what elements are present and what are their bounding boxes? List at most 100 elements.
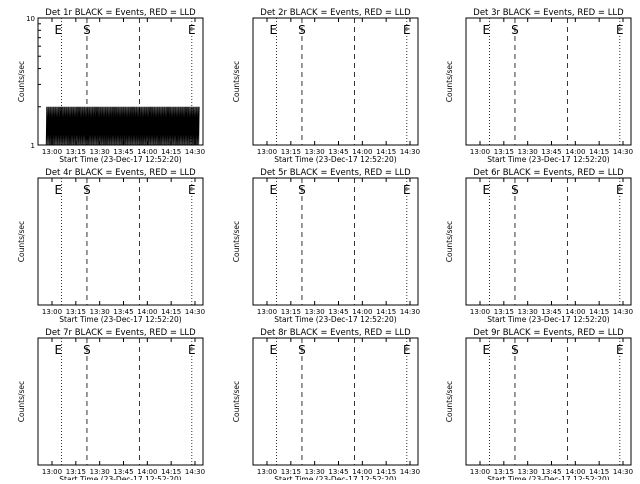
x-tick-label: 14:00 <box>565 308 585 316</box>
phase-marker: S <box>83 183 91 197</box>
x-tick-label: 14:00 <box>137 308 157 316</box>
panel-det-8: Det 8r BLACK = Events, RED = LLD 13:00 13:… <box>232 328 420 484</box>
x-tick-label: 13:00 <box>470 148 490 156</box>
x-tick-label: 13:30 <box>305 468 325 476</box>
phase-marker: E <box>270 183 278 197</box>
phase-marker: E <box>270 343 278 357</box>
phase-marker: E <box>403 23 411 37</box>
phase-marker: E <box>483 183 491 197</box>
x-tick-label: 13:00 <box>257 468 277 476</box>
x-tick-label: 14:00 <box>352 308 372 316</box>
x-tick-label: 14:15 <box>589 308 609 316</box>
x-tick-label: 14:00 <box>352 468 372 476</box>
plot-frame <box>37 337 204 466</box>
phase-marker: E <box>403 343 411 357</box>
x-tick-label: 13:15 <box>281 308 301 316</box>
phase-marker: E <box>616 23 624 37</box>
x-tick-label: 13:00 <box>42 308 62 316</box>
x-tick-label: 13:00 <box>42 468 62 476</box>
x-tick-label: 13:15 <box>281 148 301 156</box>
x-tick-label: 13:30 <box>90 308 110 316</box>
phase-marker: S <box>83 23 91 37</box>
panel-det-7: Det 7r BLACK = Events, RED = LLD 13:00 13:… <box>17 328 205 484</box>
x-tick-label: 13:45 <box>541 468 561 476</box>
x-tick-label: 13:30 <box>305 308 325 316</box>
phase-marker: E <box>188 343 196 357</box>
phase-marker: E <box>616 343 624 357</box>
x-tick-label: 13:30 <box>90 148 110 156</box>
panel-det-4: Det 4r BLACK = Events, RED = LLD 13:00 13:… <box>17 168 205 324</box>
x-axis-label: Start Time (23-Dec-17 12:52:20) <box>274 155 396 164</box>
plot-frame <box>37 177 204 306</box>
x-tick-label: 13:45 <box>328 148 348 156</box>
phase-marker: E <box>616 183 624 197</box>
x-tick-label: 13:30 <box>518 148 538 156</box>
phase-marker: S <box>511 183 519 197</box>
x-tick-label: 13:45 <box>113 308 133 316</box>
panel-det-3: Det 3r BLACK = Events, RED = LLD 13:00 13:… <box>445 8 633 164</box>
y-axis-label: Counts/sec <box>445 381 454 422</box>
x-axis-label: Start Time (23-Dec-17 12:52:20) <box>274 475 396 480</box>
x-tick-label: 13:30 <box>518 468 538 476</box>
x-tick-label: 14:15 <box>161 308 181 316</box>
panel-title: Det 6r BLACK = Events, RED = LLD <box>473 168 624 178</box>
phase-marker: E <box>188 183 196 197</box>
x-tick-label: 14:00 <box>565 468 585 476</box>
x-tick-label: 13:45 <box>541 148 561 156</box>
x-tick-label: 13:45 <box>328 308 348 316</box>
phase-marker: S <box>511 343 519 357</box>
phase-marker: S <box>298 343 306 357</box>
x-tick-label: 14:00 <box>137 468 157 476</box>
panel-title: Det 4r BLACK = Events, RED = LLD <box>45 168 196 178</box>
x-tick-label: 14:15 <box>589 468 609 476</box>
phase-marker: E <box>483 23 491 37</box>
y-axis-label: Counts/sec <box>232 381 241 422</box>
x-tick-label: 14:30 <box>185 148 205 156</box>
x-tick-label: 14:30 <box>400 148 420 156</box>
x-axis-label: Start Time (23-Dec-17 12:52:20) <box>59 315 181 324</box>
x-axis-label: Start Time (23-Dec-17 12:52:20) <box>274 315 396 324</box>
panel-det-9: Det 9r BLACK = Events, RED = LLD 13:00 13:… <box>445 328 633 484</box>
x-tick-label: 14:00 <box>352 148 372 156</box>
x-tick-label: 14:30 <box>613 148 633 156</box>
phase-marker: E <box>483 343 491 357</box>
y-axis-label: Counts/sec <box>445 221 454 262</box>
x-axis-label: Start Time (23-Dec-17 12:52:20) <box>487 155 609 164</box>
panel-det-2: Det 2r BLACK = Events, RED = LLD 13:00 13:… <box>232 8 420 164</box>
panel-title: Det 1r BLACK = Events, RED = LLD <box>45 8 196 18</box>
phase-marker: S <box>511 23 519 37</box>
x-tick-label: 13:15 <box>494 148 514 156</box>
phase-marker: S <box>298 183 306 197</box>
x-axis-label: Start Time (23-Dec-17 12:52:20) <box>59 475 181 480</box>
x-tick-label: 13:00 <box>257 308 277 316</box>
panel-det-6: Det 6r BLACK = Events, RED = LLD 13:00 13:… <box>445 168 633 324</box>
x-tick-label: 13:45 <box>113 148 133 156</box>
phase-marker: S <box>298 23 306 37</box>
plot-frame <box>465 337 632 466</box>
x-tick-label: 13:30 <box>90 468 110 476</box>
x-tick-label: 14:30 <box>400 468 420 476</box>
panel-det-5: Det 5r BLACK = Events, RED = LLD 13:00 13:… <box>232 168 420 324</box>
phase-marker: E <box>55 23 63 37</box>
x-tick-label: 13:15 <box>281 468 301 476</box>
events-trace <box>45 106 200 146</box>
x-tick-label: 14:15 <box>376 468 396 476</box>
x-tick-label: 14:15 <box>161 468 181 476</box>
x-tick-label: 13:15 <box>494 468 514 476</box>
y-tick-label: 10 <box>26 15 35 23</box>
panel-title: Det 2r BLACK = Events, RED = LLD <box>260 8 411 18</box>
x-tick-label: 13:15 <box>66 148 86 156</box>
x-tick-label: 14:30 <box>185 308 205 316</box>
x-tick-label: 13:15 <box>66 468 86 476</box>
panel-title: Det 5r BLACK = Events, RED = LLD <box>260 168 411 178</box>
x-tick-label: 13:00 <box>257 148 277 156</box>
x-tick-label: 14:30 <box>185 468 205 476</box>
y-axis-label: Counts/sec <box>17 61 26 102</box>
x-tick-label: 14:15 <box>161 148 181 156</box>
x-tick-label: 13:30 <box>518 308 538 316</box>
y-axis-label: Counts/sec <box>17 221 26 262</box>
x-tick-label: 13:00 <box>42 148 62 156</box>
plot-frame <box>465 17 632 146</box>
